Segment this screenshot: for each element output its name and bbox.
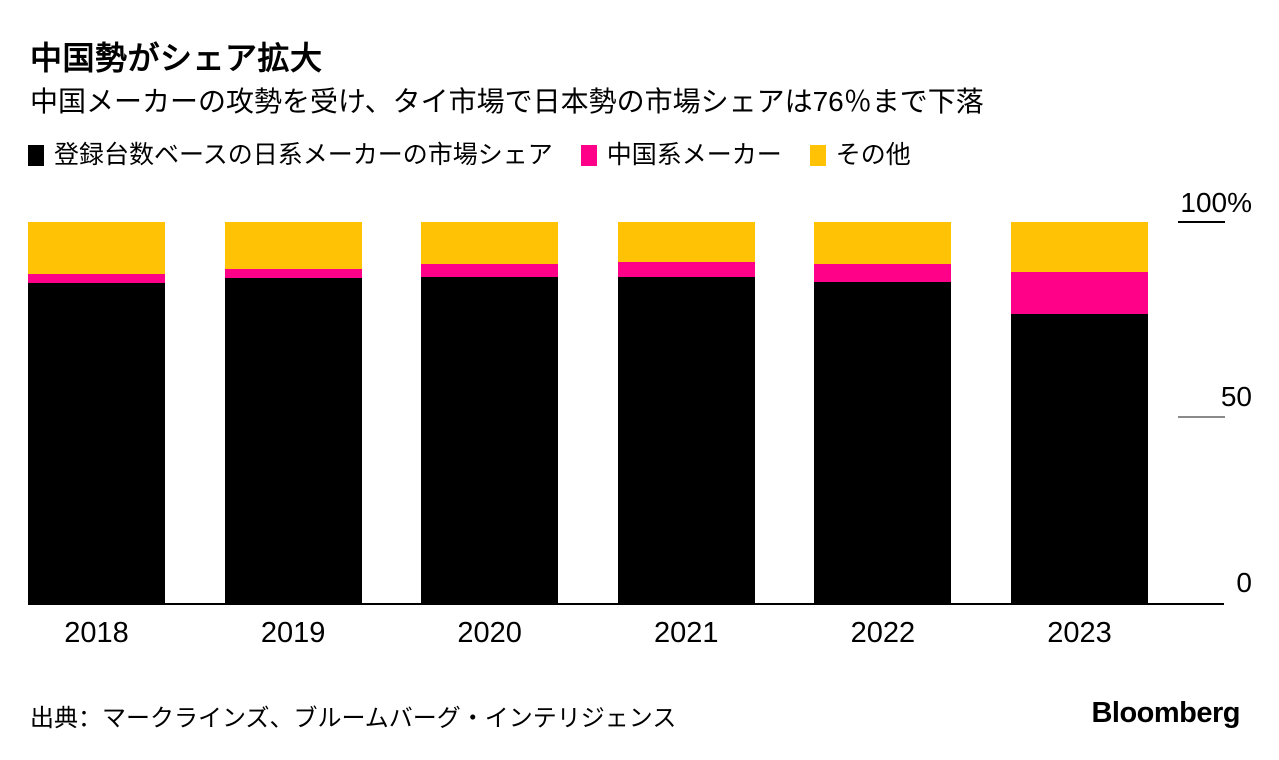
plot-area	[28, 222, 1148, 604]
legend-item-chinese-makers: 中国系メーカー	[580, 141, 782, 169]
legend: 登録台数ベースの日系メーカーの市場シェア 中国系メーカー その他	[28, 143, 911, 168]
segment-japanese-makers-2019	[224, 278, 362, 604]
legend-swatch-others-icon	[809, 145, 826, 166]
bar-2020	[421, 222, 559, 604]
bloomberg-logo: Bloomberg	[1091, 697, 1240, 729]
x-axis-label-2022: 2022	[850, 617, 916, 649]
segment-chinese-makers-2019	[224, 269, 362, 279]
segment-japanese-makers-2023	[1010, 313, 1148, 604]
y-axis-label-0: 0	[1236, 567, 1252, 598]
segment-others-2020	[421, 222, 559, 265]
x-axis-label-2023: 2023	[1047, 617, 1112, 649]
legend-item-others: その他	[809, 141, 911, 169]
x-axis-label-2018: 2018	[64, 617, 129, 649]
segment-others-2019	[224, 222, 362, 270]
bar-2021	[617, 222, 755, 604]
y-axis-label-100: 100%	[1180, 187, 1252, 218]
x-axis-labels: 2018 2019 2020 2021 2022 2023	[28, 619, 1148, 648]
x-axis-baseline	[28, 603, 1224, 605]
x-axis-label-2020: 2020	[457, 617, 522, 649]
bar-2019	[224, 222, 362, 604]
y-tick-50	[1178, 416, 1225, 418]
y-axis-label-50: 50	[1220, 381, 1252, 412]
segment-japanese-makers-2022	[814, 281, 952, 604]
chart-subtitle: 中国メーカーの攻勢を受け、タイ市場で日本勢の市場シェアは76％まで下落	[30, 86, 984, 117]
legend-swatch-japanese-makers-icon	[28, 145, 44, 166]
chart-title: 中国勢がシェア拡大	[30, 40, 323, 76]
segment-japanese-makers-2018	[28, 282, 165, 604]
legend-label-others: その他	[835, 141, 911, 169]
legend-swatch-chinese-makers-icon	[580, 145, 597, 166]
segment-chinese-makers-2018	[28, 273, 165, 283]
segment-others-2022	[814, 222, 952, 264]
x-axis-label-2019: 2019	[260, 617, 326, 649]
legend-label-japanese-makers: 登録台数ベースの日系メーカーの市場シェア	[54, 141, 553, 169]
bar-2018	[28, 222, 165, 604]
segment-japanese-makers-2021	[617, 277, 755, 604]
segment-chinese-makers-2021	[617, 262, 755, 278]
segment-others-2018	[28, 222, 165, 274]
x-axis-label-2021: 2021	[654, 617, 719, 649]
segment-others-2023	[1010, 222, 1148, 272]
bar-2023	[1010, 222, 1148, 604]
legend-label-chinese-makers: 中国系メーカー	[606, 141, 782, 169]
segment-japanese-makers-2020	[421, 277, 559, 604]
bar-2022	[814, 222, 952, 604]
y-tick-100	[1178, 221, 1225, 223]
segment-others-2021	[617, 222, 755, 263]
segment-chinese-makers-2020	[421, 264, 559, 278]
segment-chinese-makers-2023	[1010, 271, 1148, 314]
source-note: 出典：マークラインズ、ブルームバーグ・インテリジェンス	[30, 705, 677, 732]
segment-chinese-makers-2022	[814, 263, 952, 282]
legend-item-japanese-makers: 登録台数ベースの日系メーカーの市場シェア	[28, 143, 553, 168]
